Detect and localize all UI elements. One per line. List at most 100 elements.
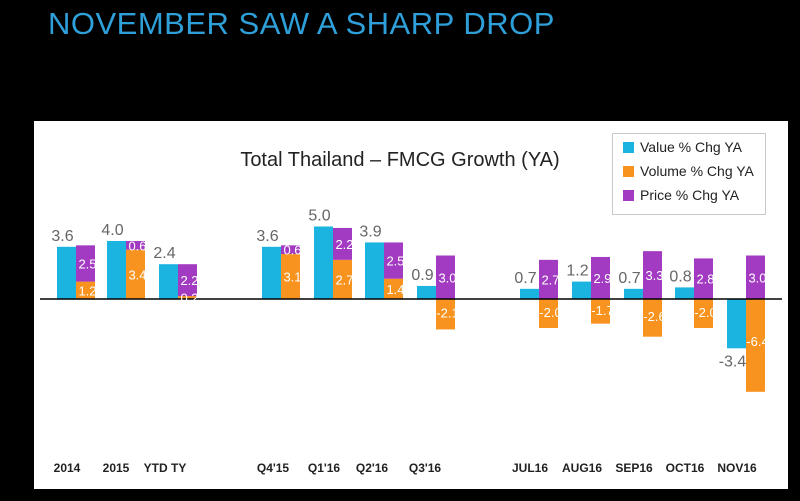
chart-title: Total Thailand – FMCG Growth (YA) (240, 149, 559, 171)
chart-panel: Total Thailand – FMCG Growth (YA) 3.6 1.2… (34, 121, 788, 489)
bar-price-8 (591, 256, 610, 299)
bar-price-9 (643, 251, 662, 299)
label-value-11: -3.4 (719, 353, 747, 370)
bar-value-3 (262, 246, 281, 299)
label-volume-11: -6.4 (746, 334, 768, 349)
label-price-8: 2.9 (593, 271, 611, 286)
label-volume-4: 2.7 (335, 272, 353, 287)
label-value-7: 0.7 (514, 270, 536, 287)
fmcg-growth-chart: Total Thailand – FMCG Growth (YA) 3.6 1.2… (40, 149, 782, 475)
category-label-1: 2015 (103, 461, 130, 475)
label-volume-1: 3.4 (128, 267, 146, 282)
label-volume-10: -2.0 (694, 305, 716, 320)
bar-volume-4 (333, 259, 352, 299)
bars-layer (57, 226, 765, 392)
label-value-6: 0.9 (411, 267, 433, 284)
label-value-2: 2.4 (153, 245, 175, 262)
legend-label-price: Price % Chg YA (640, 187, 740, 203)
bar-price-10 (694, 258, 713, 299)
label-price-9: 3.3 (645, 268, 663, 283)
legend-item-price: Price % Chg YA (623, 187, 739, 205)
label-volume-2: 0.2 (180, 291, 198, 306)
category-label-7: JUL16 (512, 461, 548, 475)
label-value-3: 3.6 (256, 228, 278, 245)
category-label-9: SEP16 (615, 461, 653, 475)
bar-price-6 (436, 255, 455, 299)
label-value-4: 5.0 (308, 208, 330, 225)
category-label-5: Q2'16 (356, 461, 389, 475)
label-value-0: 3.6 (51, 228, 73, 245)
bar-value-0 (57, 246, 76, 299)
bar-volume-8 (591, 299, 610, 324)
label-price-6: 3.0 (438, 270, 456, 285)
legend-item-value: Value % Chg YA (623, 139, 742, 157)
label-value-1: 4.0 (101, 222, 123, 239)
bar-value-9 (624, 288, 643, 299)
label-price-7: 2.7 (541, 272, 559, 287)
bar-volume-11 (746, 299, 765, 392)
category-label-6: Q3'16 (409, 461, 442, 475)
category-label-10: OCT16 (666, 461, 705, 475)
legend: Value % Chg YA Volume % Chg YA Price % C… (612, 133, 766, 215)
bar-price-1 (126, 241, 145, 250)
bar-volume-3 (281, 254, 300, 299)
category-label-8: AUG16 (562, 461, 602, 475)
bar-value-7 (520, 288, 539, 299)
bar-value-10 (675, 287, 694, 299)
label-volume-6: -2.1 (436, 306, 458, 321)
category-label-11: NOV16 (717, 461, 757, 475)
bar-volume-5 (384, 278, 403, 299)
bar-volume-1 (126, 249, 145, 299)
bar-volume-0 (76, 281, 95, 299)
label-volume-0: 1.2 (78, 283, 96, 298)
label-value-5: 3.9 (359, 223, 381, 240)
bar-price-5 (384, 242, 403, 279)
label-volume-7: -2.0 (539, 305, 561, 320)
bar-value-2 (159, 264, 178, 299)
legend-item-volume: Volume % Chg YA (623, 163, 754, 181)
bar-price-7 (539, 259, 558, 299)
label-price-4: 2.2 (335, 237, 353, 252)
bar-volume-9 (643, 299, 662, 337)
label-value-8: 1.2 (566, 263, 588, 280)
label-volume-8: -1.7 (591, 303, 613, 318)
label-price-11: 3.0 (748, 270, 766, 285)
category-ticks-layer: 2014 2015 YTD TY Q4'15 Q1'16 Q2'16 Q3'16 JUL16 A… (54, 461, 757, 475)
category-label-0: 2014 (54, 461, 81, 475)
label-value-10: 0.8 (669, 268, 691, 285)
bar-value-8 (572, 281, 591, 299)
label-price-0: 2.5 (78, 256, 96, 271)
bar-price-11 (746, 255, 765, 299)
bar-value-4 (314, 226, 333, 299)
category-label-3: Q4'15 (257, 461, 290, 475)
legend-label-volume: Volume % Chg YA (640, 163, 754, 179)
labels-layer: 3.6 1.2 2.5 4.0 3.4 0.6 2.4 0.2 2.2 3.6 3.1 0.6 5.0 2… (51, 208, 768, 371)
legend-swatch-value (623, 142, 634, 153)
label-volume-3: 3.1 (283, 270, 301, 285)
label-price-5: 2.5 (386, 254, 404, 269)
bar-value-6 (417, 285, 436, 299)
label-price-3: 0.6 (283, 243, 301, 258)
bar-volume-7 (539, 299, 558, 328)
bar-price-3 (281, 245, 300, 255)
category-label-4: Q1'16 (308, 461, 341, 475)
legend-swatch-volume (623, 166, 634, 177)
label-price-1: 0.6 (128, 238, 146, 253)
bar-volume-6 (436, 299, 455, 330)
bar-price-2 (178, 264, 197, 297)
bar-volume-2 (178, 296, 197, 299)
label-price-10: 2.8 (696, 272, 714, 287)
bar-value-11 (727, 299, 746, 349)
bar-value-1 (107, 241, 126, 299)
legend-label-value: Value % Chg YA (640, 139, 742, 155)
bar-price-4 (333, 227, 352, 260)
label-volume-9: -2.6 (643, 309, 665, 324)
bar-value-5 (365, 242, 384, 299)
category-label-2: YTD TY (144, 461, 187, 475)
legend-swatch-price (623, 190, 634, 201)
bar-volume-10 (694, 299, 713, 328)
bar-price-0 (76, 245, 95, 282)
label-price-2: 2.2 (180, 273, 198, 288)
slide-title: NOVEMBER SAW A SHARP DROP (48, 6, 555, 41)
label-volume-5: 1.4 (386, 282, 404, 297)
